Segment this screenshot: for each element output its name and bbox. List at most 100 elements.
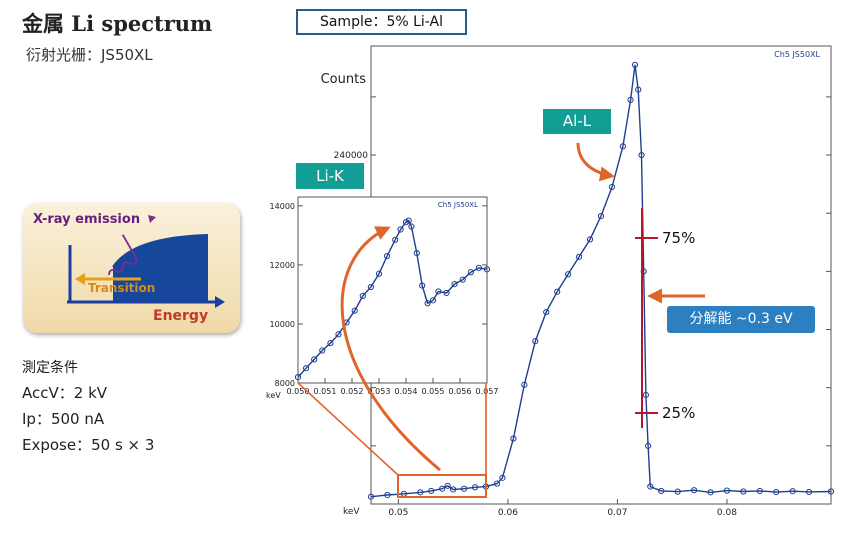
data-point	[723, 487, 731, 494]
inset-axis-ticks: 0.050 0.051 0.052 0.053 0.054 0.055 0.056 0.057…	[270, 202, 499, 396]
emission-wave	[108, 234, 138, 276]
data-point	[439, 485, 446, 492]
data-point	[493, 480, 501, 487]
expose-value: Expose：50 s × 3	[22, 436, 155, 454]
page-title: 金属 Li spectrum	[22, 11, 213, 36]
x-tick-label: 0.054	[395, 387, 418, 396]
main-xlabel: keV	[343, 507, 360, 517]
data-point	[435, 288, 442, 295]
x-tick-label: 0.052	[341, 387, 364, 396]
data-point	[303, 365, 310, 372]
y-tick-label: 12000	[270, 261, 295, 270]
data-point	[351, 307, 358, 314]
data-point	[690, 487, 698, 494]
data-point	[359, 292, 366, 300]
data-point	[459, 276, 466, 283]
data-point	[405, 217, 412, 224]
x-tick-label: 0.08	[717, 508, 737, 518]
data-point	[756, 487, 763, 495]
data-point	[417, 489, 424, 496]
data-point	[419, 282, 426, 289]
data-point	[471, 484, 479, 491]
energy-label: Energy	[153, 308, 208, 324]
data-point	[597, 213, 605, 220]
al-l-tag: Al-L	[543, 109, 611, 134]
data-point	[521, 381, 528, 388]
data-point	[532, 338, 539, 345]
data-point	[565, 271, 572, 278]
data-point	[335, 331, 342, 338]
data-point	[510, 435, 517, 442]
data-point	[627, 96, 634, 103]
li-k-tag: Li-K	[296, 163, 364, 189]
y-tick-label: 10000	[270, 320, 295, 329]
transition-schematic: X-ray emission Transition Energy	[23, 203, 240, 333]
main-instrument-label: Ch5 JS50XL	[774, 50, 820, 59]
inset-instrument-label: Ch5 JS50XL	[438, 201, 478, 209]
data-point	[367, 493, 375, 500]
data-point	[805, 488, 813, 496]
data-point	[429, 297, 437, 304]
data-point	[619, 143, 627, 150]
data-point	[397, 226, 404, 233]
x-tick-label: 0.057	[476, 387, 499, 396]
data-point	[608, 183, 616, 191]
x-tick-label: 0.053	[368, 387, 391, 396]
x-tick-label: 0.055	[422, 387, 445, 396]
data-point	[575, 253, 583, 260]
data-point	[789, 488, 796, 495]
data-point	[554, 288, 561, 295]
data-point	[483, 266, 491, 273]
x-tick-label: 0.051	[314, 387, 337, 396]
emission-arrowhead	[148, 215, 156, 223]
data-point	[644, 442, 652, 449]
data-point	[467, 269, 474, 276]
data-point	[311, 356, 318, 363]
data-point	[642, 391, 650, 399]
schematic-drawing: X-ray emission Transition Energy	[33, 212, 225, 324]
band-fill	[113, 235, 208, 302]
x-tick-label: 0.05	[388, 508, 408, 518]
data-point	[451, 280, 458, 288]
y-tick-label: 240000	[334, 151, 369, 161]
zoom-region-box	[397, 474, 487, 498]
data-point	[707, 489, 714, 496]
data-point	[450, 486, 457, 493]
inset-series	[294, 217, 491, 381]
grating-label: 衍射光栅：JS50XL	[26, 46, 153, 64]
zoom-line-left	[297, 382, 399, 476]
data-point	[392, 236, 399, 243]
percent-75-label: 75%	[662, 229, 696, 247]
data-point	[443, 289, 450, 297]
data-point	[319, 347, 326, 354]
data-point	[635, 86, 642, 93]
inset-plot-frame	[297, 196, 488, 384]
x-tick-label: 0.06	[498, 508, 518, 518]
conditions-heading: 測定条件	[22, 360, 78, 376]
series-line	[370, 64, 832, 498]
al-l-arrow	[576, 142, 615, 182]
data-point	[408, 223, 415, 230]
data-point	[460, 485, 468, 492]
x-tick-label: 0.050	[287, 387, 310, 396]
main-ylabel: Counts	[321, 72, 367, 87]
data-point	[631, 61, 639, 69]
band-curve	[112, 234, 209, 268]
inset-xlabel: keV	[266, 391, 281, 400]
x-tick-label: 0.056	[449, 387, 472, 396]
main-axis-ticks: 0.05 0.06 0.07 0.08 240000	[334, 96, 831, 518]
data-point	[327, 340, 334, 347]
data-point	[543, 308, 550, 316]
data-point	[674, 488, 681, 495]
data-point	[367, 283, 374, 291]
data-point	[827, 488, 835, 495]
y-tick-label: 14000	[270, 202, 295, 211]
transition-arrowhead	[75, 273, 85, 285]
resolution-badge: 分解能 ~0.3 eV	[667, 306, 815, 333]
energy-arrowhead	[215, 296, 225, 308]
accv-value: AccV：2 kV	[22, 384, 108, 402]
sample-label: Sample：5% Li-Al	[296, 9, 467, 35]
data-point	[294, 373, 302, 381]
